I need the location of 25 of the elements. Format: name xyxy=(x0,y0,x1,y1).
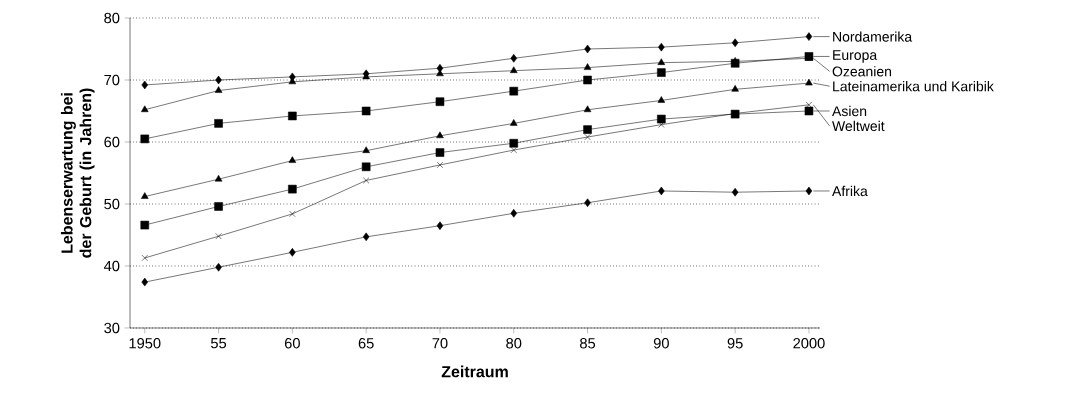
legend-label: Weltweit xyxy=(832,120,885,132)
y-tick-label: 80 xyxy=(104,12,120,24)
x-tick-label: 95 xyxy=(727,338,743,349)
legend-label: Nordamerika xyxy=(833,31,913,42)
x-tick-label: 55 xyxy=(210,338,227,349)
x-tick-label: 65 xyxy=(358,338,374,349)
x-tick-label: 90 xyxy=(653,338,669,349)
y-tick-label: 30 xyxy=(104,322,120,334)
y-tick-label: 40 xyxy=(103,260,120,272)
legend-label: Ozeanien xyxy=(832,66,892,77)
y-tick-label: 50 xyxy=(104,198,120,210)
x-tick-label: 80 xyxy=(506,338,522,349)
y-tick-label: 70 xyxy=(104,74,120,86)
legend-label: Afrika xyxy=(832,185,868,197)
series-label: Europa xyxy=(833,50,878,63)
x-tick-label: 85 xyxy=(580,338,596,349)
x-axis-title: Zeitraum xyxy=(441,365,508,378)
y-axis-title: Lebenserwartung bei der Geburt (in Jahren) xyxy=(60,88,95,258)
legend-label: Lateinamerika und Karibik xyxy=(833,81,994,92)
x-tick-label: 2000 xyxy=(793,338,825,349)
x-tick-label: 70 xyxy=(432,338,448,349)
legend-label: Asien xyxy=(832,105,867,117)
x-tick-label: 60 xyxy=(284,338,300,349)
x-tick-label: 1950 xyxy=(129,338,161,349)
y-tick-label: 60 xyxy=(104,136,120,148)
